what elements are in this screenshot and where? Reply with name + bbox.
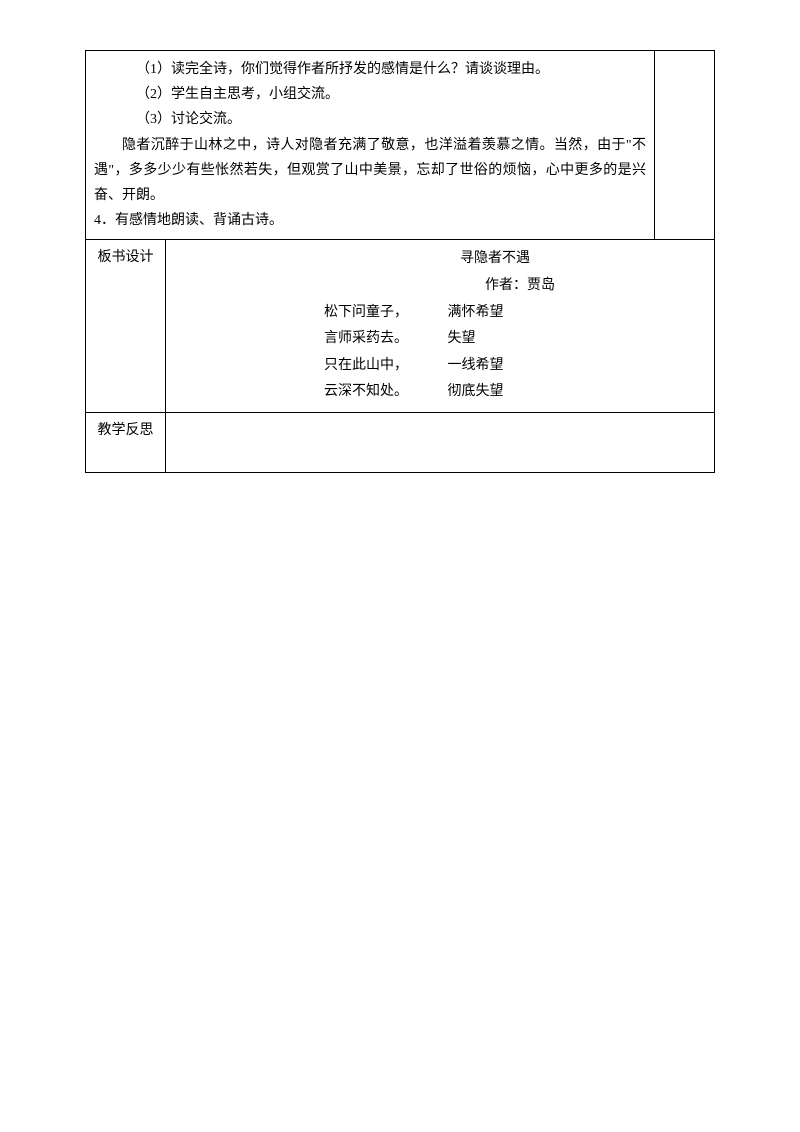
poem-emotion-4: 彻底失望 [448, 384, 504, 399]
poem-line-2: 言师采药去。 失望 [174, 326, 706, 353]
question-3: （3）讨论交流。 [94, 107, 646, 132]
poem-line-1: 松下问童子， 满怀希望 [174, 300, 706, 327]
poem-emotion-1: 满怀希望 [448, 305, 504, 320]
poem-title: 寻隐者不遇 [174, 246, 706, 273]
poem-verse-4: 云深不知处。 [324, 379, 444, 406]
question-1: （1）读完全诗，你们觉得作者所抒发的感情是什么？请谈谈理由。 [94, 57, 646, 82]
board-design-label: 板书设计 [86, 240, 166, 413]
poem-verse-1: 松下问童子， [324, 300, 444, 327]
poem-line-4: 云深不知处。 彻底失望 [174, 379, 706, 406]
poem-verse-3: 只在此山中， [324, 353, 444, 380]
poem-emotion-2: 失望 [448, 331, 476, 346]
poem-verse-2: 言师采药去。 [324, 326, 444, 353]
discussion-para: 隐者沉醉于山林之中，诗人对隐者充满了敬意，也洋溢着羡慕之情。当然，由于"不遇"，… [94, 133, 646, 209]
reflection-label: 教学反思 [86, 412, 166, 472]
reflection-content [166, 412, 715, 472]
item-4: 4．有感情地朗读、背诵古诗。 [94, 208, 646, 233]
question-2: （2）学生自主思考，小组交流。 [94, 82, 646, 107]
poem-author: 作者：贾岛 [174, 273, 706, 300]
content-section: （1）读完全诗，你们觉得作者所抒发的感情是什么？请谈谈理由。 （2）学生自主思考… [86, 51, 655, 240]
side-column [655, 51, 715, 240]
board-design-content: 寻隐者不遇 作者：贾岛 松下问童子， 满怀希望 言师采药去。 失望 只在此山中，… [166, 240, 715, 413]
poem-emotion-3: 一线希望 [448, 358, 504, 373]
lesson-plan-table: （1）读完全诗，你们觉得作者所抒发的感情是什么？请谈谈理由。 （2）学生自主思考… [85, 50, 715, 473]
poem-line-3: 只在此山中， 一线希望 [174, 353, 706, 380]
